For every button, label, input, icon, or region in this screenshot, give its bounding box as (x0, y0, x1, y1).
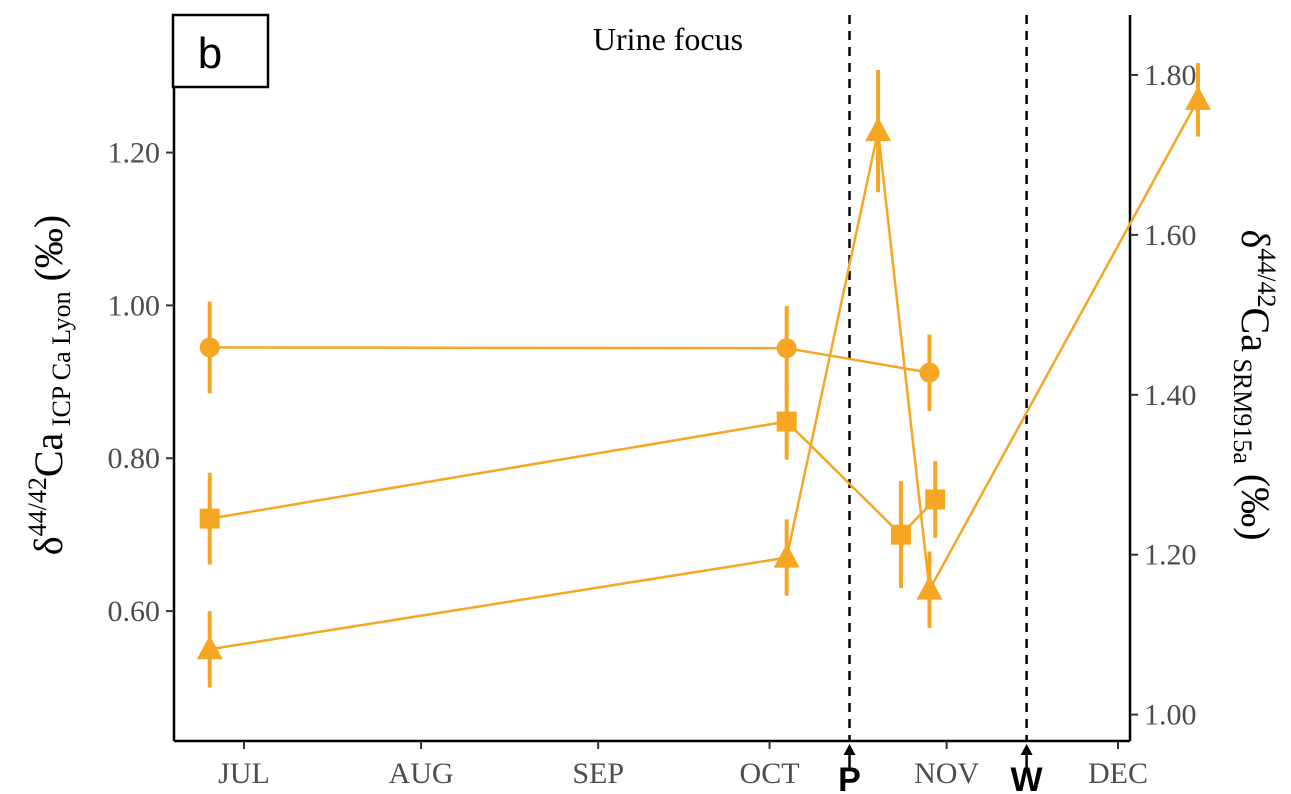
data-point (925, 489, 946, 510)
x-tick-label: NOV (914, 757, 979, 790)
data-point (916, 575, 943, 600)
left-tick-label: 1.00 (108, 289, 161, 322)
x-tick-label: SEP (572, 757, 624, 790)
reference-line-p: P (838, 15, 861, 794)
right-tick-label: 1.00 (1144, 699, 1197, 732)
series-line (209, 420, 937, 537)
x-tick-label: OCT (740, 757, 800, 790)
axes: 0.60 0.80 1.00 1.20 1.00 1.20 1.40 1.60 1.80 JUL A… (108, 15, 1197, 790)
x-tick-label: JUL (218, 757, 270, 790)
arrow-head (1020, 744, 1033, 755)
series-line (209, 99, 1200, 651)
chart-title: Urine focus (593, 21, 743, 57)
arrow-head (843, 744, 856, 755)
x-tick-label: DEC (1088, 757, 1148, 790)
data-point (773, 543, 800, 568)
reference-line-label: P (838, 761, 861, 794)
series-square (199, 383, 946, 589)
reference-line-w: W (1011, 15, 1044, 794)
data-point (865, 117, 892, 142)
data-point (1184, 85, 1211, 110)
right-tick-label: 1.20 (1144, 539, 1197, 572)
data-point (776, 338, 797, 359)
left-tick-label: 0.60 (108, 595, 161, 628)
left-tick-label: 1.20 (108, 137, 161, 170)
data-point (196, 635, 223, 660)
svg-text:b: b (198, 29, 222, 78)
series-line (209, 346, 930, 374)
right-tick-label: 1.80 (1144, 59, 1197, 92)
left-axis-title: δ44/42Ca ICP Ca Lyon (‰) (23, 215, 76, 556)
data-point (776, 411, 797, 432)
data-point (199, 337, 220, 358)
reference-line-label: W (1011, 761, 1044, 794)
left-tick-label: 0.80 (108, 442, 161, 475)
right-axis-title: δ44/42Ca SRM915a (‰) (1228, 229, 1281, 540)
right-tick-label: 1.40 (1144, 379, 1197, 412)
series-circle (199, 301, 940, 411)
data-point (919, 362, 940, 383)
right-tick-label: 1.60 (1144, 219, 1197, 252)
x-tick-label: AUG (389, 757, 454, 790)
panel-label: b (171, 13, 270, 89)
series-triangle (196, 63, 1211, 688)
data-point (890, 524, 911, 545)
data-series (196, 63, 1211, 688)
data-point (199, 508, 220, 529)
